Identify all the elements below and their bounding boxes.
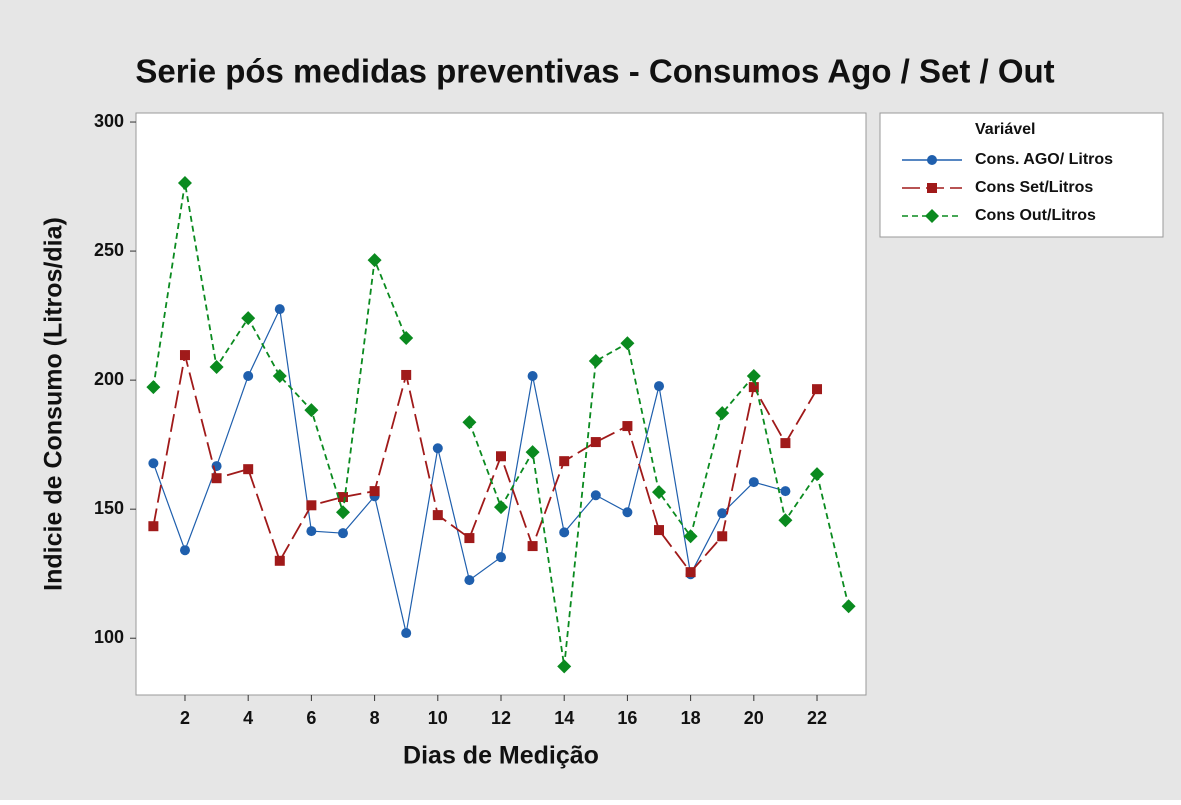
- data-point: [496, 451, 506, 462]
- x-tick-label: 20: [744, 708, 764, 728]
- data-point: [778, 513, 793, 528]
- data-point: [810, 467, 825, 482]
- x-tick-label: 12: [491, 708, 511, 728]
- x-tick-label: 18: [681, 708, 701, 728]
- data-point: [590, 437, 601, 448]
- x-axis-label: Dias de Medição: [403, 742, 599, 770]
- legend-marker: [925, 209, 939, 223]
- data-point: [179, 545, 190, 556]
- data-point: [335, 505, 350, 520]
- data-point: [527, 541, 538, 552]
- data-point: [432, 510, 443, 521]
- data-point: [243, 370, 254, 381]
- data-point: [683, 529, 698, 544]
- legend-label: Cons. AGO/ Litros: [975, 151, 1113, 168]
- legend-label: Cons Set/Litros: [975, 179, 1093, 196]
- data-point: [557, 659, 572, 674]
- data-point: [496, 552, 506, 563]
- data-point: [841, 599, 856, 614]
- x-tick-label: 22: [807, 708, 827, 728]
- data-point: [654, 381, 665, 392]
- data-point: [304, 403, 319, 418]
- data-point: [715, 406, 730, 421]
- x-tick-label: 2: [180, 708, 190, 728]
- data-point: [748, 477, 759, 488]
- data-point: [494, 500, 508, 515]
- data-point: [622, 421, 633, 432]
- x-tick-label: 8: [370, 708, 380, 728]
- x-tick-label: 16: [617, 708, 637, 728]
- data-point: [146, 380, 161, 395]
- data-point: [559, 456, 570, 467]
- x-tick-label: 14: [554, 708, 574, 728]
- y-axis-label: Indicie de Consumo (Litros/dia): [40, 217, 68, 591]
- data-point: [306, 500, 317, 511]
- series-line: [152, 354, 818, 574]
- data-point: [369, 486, 380, 497]
- data-point: [367, 253, 382, 268]
- data-point: [464, 533, 475, 544]
- data-point: [274, 304, 285, 315]
- data-point: [337, 528, 348, 539]
- data-point: [464, 575, 475, 586]
- data-point: [559, 527, 570, 538]
- data-point: [780, 438, 791, 449]
- data-point: [717, 508, 728, 519]
- x-tick-label: 6: [306, 708, 316, 728]
- data-point: [525, 445, 540, 460]
- x-tick-label: 4: [243, 708, 253, 728]
- data-point: [462, 415, 477, 430]
- data-point: [780, 486, 791, 497]
- legend-title: Variável: [975, 121, 1036, 138]
- data-point: [746, 368, 761, 383]
- data-point: [272, 368, 287, 383]
- data-point: [685, 567, 696, 578]
- data-point: [337, 492, 348, 503]
- data-point: [274, 555, 285, 566]
- y-tick-label: 250: [94, 240, 124, 260]
- y-tick-label: 300: [94, 111, 124, 131]
- data-point: [401, 628, 412, 639]
- data-point: [717, 531, 728, 542]
- data-point: [590, 490, 601, 501]
- data-point: [654, 525, 665, 536]
- data-point: [399, 331, 414, 346]
- y-tick-label: 150: [94, 498, 124, 518]
- data-point: [243, 464, 254, 475]
- data-point: [209, 359, 224, 374]
- data-point: [306, 526, 317, 537]
- data-point: [241, 311, 256, 326]
- y-tick-label: 200: [94, 369, 124, 389]
- data-point: [148, 458, 159, 469]
- data-point: [211, 473, 222, 484]
- data-point: [652, 485, 667, 500]
- data-point: [620, 336, 635, 351]
- data-point: [148, 521, 159, 532]
- data-point: [179, 350, 190, 361]
- plot-area: [135, 112, 867, 696]
- data-point: [527, 370, 538, 381]
- chart-title: Serie pós medidas preventivas - Consumos…: [135, 53, 1054, 90]
- legend-label: Cons Out/Litros: [975, 207, 1096, 224]
- data-point: [401, 369, 412, 380]
- data-point: [748, 382, 759, 393]
- x-tick-label: 10: [428, 708, 448, 728]
- legend-marker: [927, 155, 937, 165]
- y-tick-label: 100: [94, 627, 124, 647]
- data-point: [177, 175, 192, 190]
- data-point: [812, 384, 823, 395]
- legend-marker: [927, 183, 937, 193]
- data-point: [432, 443, 443, 454]
- data-point: [622, 507, 633, 518]
- data-point: [588, 354, 603, 369]
